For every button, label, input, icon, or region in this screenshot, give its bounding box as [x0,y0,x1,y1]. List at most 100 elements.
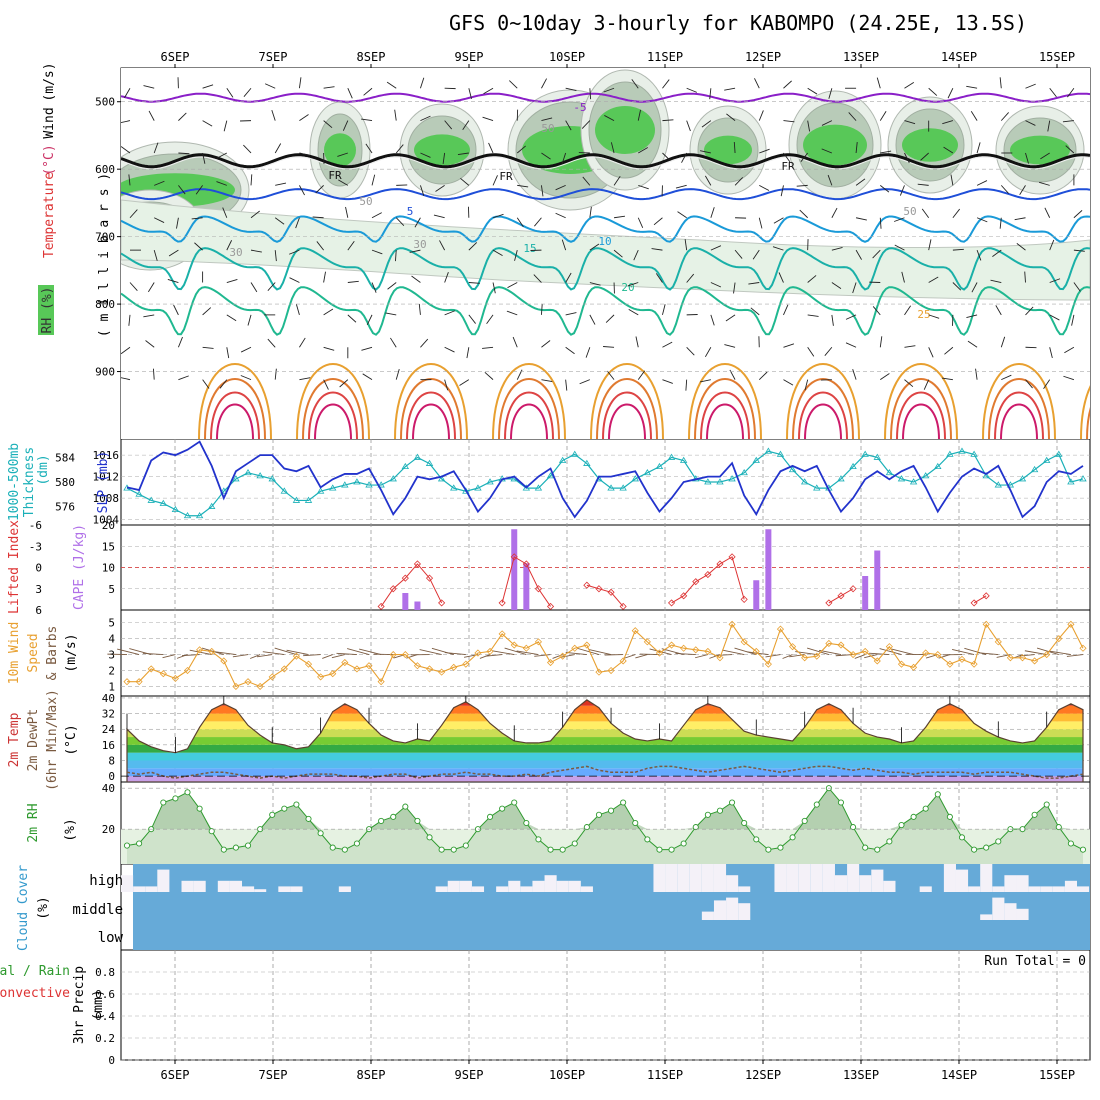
rh-point [862,844,869,851]
wind10m-speed-point [329,670,337,678]
rh-point [583,824,590,831]
wind-barb [565,272,572,283]
wind-barb [541,340,551,348]
bottom-date-label: 10SEP [549,1068,585,1082]
temp2m-panel [121,696,1090,782]
thickness-point [958,447,966,454]
contour-label: 5 [407,205,414,218]
wind-barb [468,282,480,284]
wind-barb [420,152,431,158]
minmax-label: (6hr Min/Max) [45,689,60,791]
wind-barb [216,152,228,159]
wind-barb [880,373,890,381]
wind-barb [178,112,187,121]
cloud-bar-middle [738,903,751,920]
rh-point [910,813,917,820]
li-point [510,553,518,561]
wind-barb [274,217,285,225]
rh-point [765,846,772,853]
wind-barb [783,343,795,348]
cloud-bar-middle [1016,908,1029,920]
temp-unit-label: (°C) [64,724,79,755]
thickness-point [244,469,252,476]
cloud-bar-middle [713,900,727,920]
thickness-point [450,484,458,491]
wind-barb [516,217,524,228]
wind-barb [662,119,674,122]
wind10m-barb [492,650,515,656]
cloud-bar-high [1052,886,1065,892]
isotherm-surface-dome [1000,403,1038,439]
rh-point [208,828,215,835]
li-ytick-label: -3 [29,540,42,553]
isotherm-surface-dome [596,378,658,439]
wind-barb [1025,83,1036,89]
thickness-point [1079,475,1087,482]
wind-barb [323,308,334,316]
wind-barb [565,120,572,131]
cloud-bar-high [1004,875,1017,892]
cloud-bar-high [1040,886,1053,892]
wind10m-speed-point [643,638,651,646]
wind10m-speed-point [655,649,664,657]
wind-barb [565,312,577,316]
wind-barb [420,185,425,196]
wind-barb [1019,185,1026,195]
wind-barb [990,279,1002,283]
li-point [534,585,543,593]
rh-point [753,836,760,843]
temperature-label: Temperature [42,172,57,258]
wind-barb [759,184,770,191]
rh-point [1031,811,1038,818]
slp-ytick-label: 1012 [93,471,120,484]
wind-barb [1043,379,1051,390]
li-line [973,595,987,604]
rh-point [608,807,615,814]
cloud-bar-high [532,880,545,892]
wind-barb [323,346,335,351]
wind-barb [581,120,591,129]
rh-point [269,811,276,818]
wind10m-barb [142,652,164,656]
wind-barb [778,272,784,283]
wind-barb [589,282,601,286]
wind10m-barb [347,648,370,656]
wind10m-barb [879,648,902,656]
chart-title: GFS 0~10day 3-hourly for KABOMPO (24.25E… [449,11,1027,35]
wind10m-speed-point [280,665,288,673]
wind10m-speed-point [171,674,179,683]
rh-point [402,803,409,810]
wind-barb [555,212,566,219]
wind10m-speed-point [813,652,821,660]
cloud-bar-high [435,886,448,892]
wind-barb [1073,249,1085,252]
rh-point [450,846,457,853]
rh-point [462,842,469,849]
wind10m-speed-point [220,657,228,665]
thickness-point [813,484,821,491]
wind10m-barb [479,654,491,659]
rh-point [656,846,663,853]
thickness-point [1006,481,1015,488]
wind-ytick-label: 4 [108,633,115,646]
wind-barb [1073,282,1081,292]
wind10m-speed-point [595,668,603,676]
cloud-bar-high [726,875,739,892]
thickness-point [413,453,422,460]
wind-barb [361,118,373,122]
wind-barb [275,182,287,186]
wind-barb [195,185,203,195]
wind10m-barb [624,654,636,659]
cloud-bar-high [883,880,896,892]
li-point [546,602,555,611]
cloud-bar-high [834,875,848,892]
thickness-point [873,453,881,460]
li-point [619,602,627,611]
wind10m-speed-point [934,651,942,659]
rh-point [244,842,252,849]
wind-barb [923,379,930,390]
wind-barb [966,85,978,89]
cloud-bar-high [859,875,872,892]
wind-barb [631,79,639,89]
wind-barb [901,271,905,283]
